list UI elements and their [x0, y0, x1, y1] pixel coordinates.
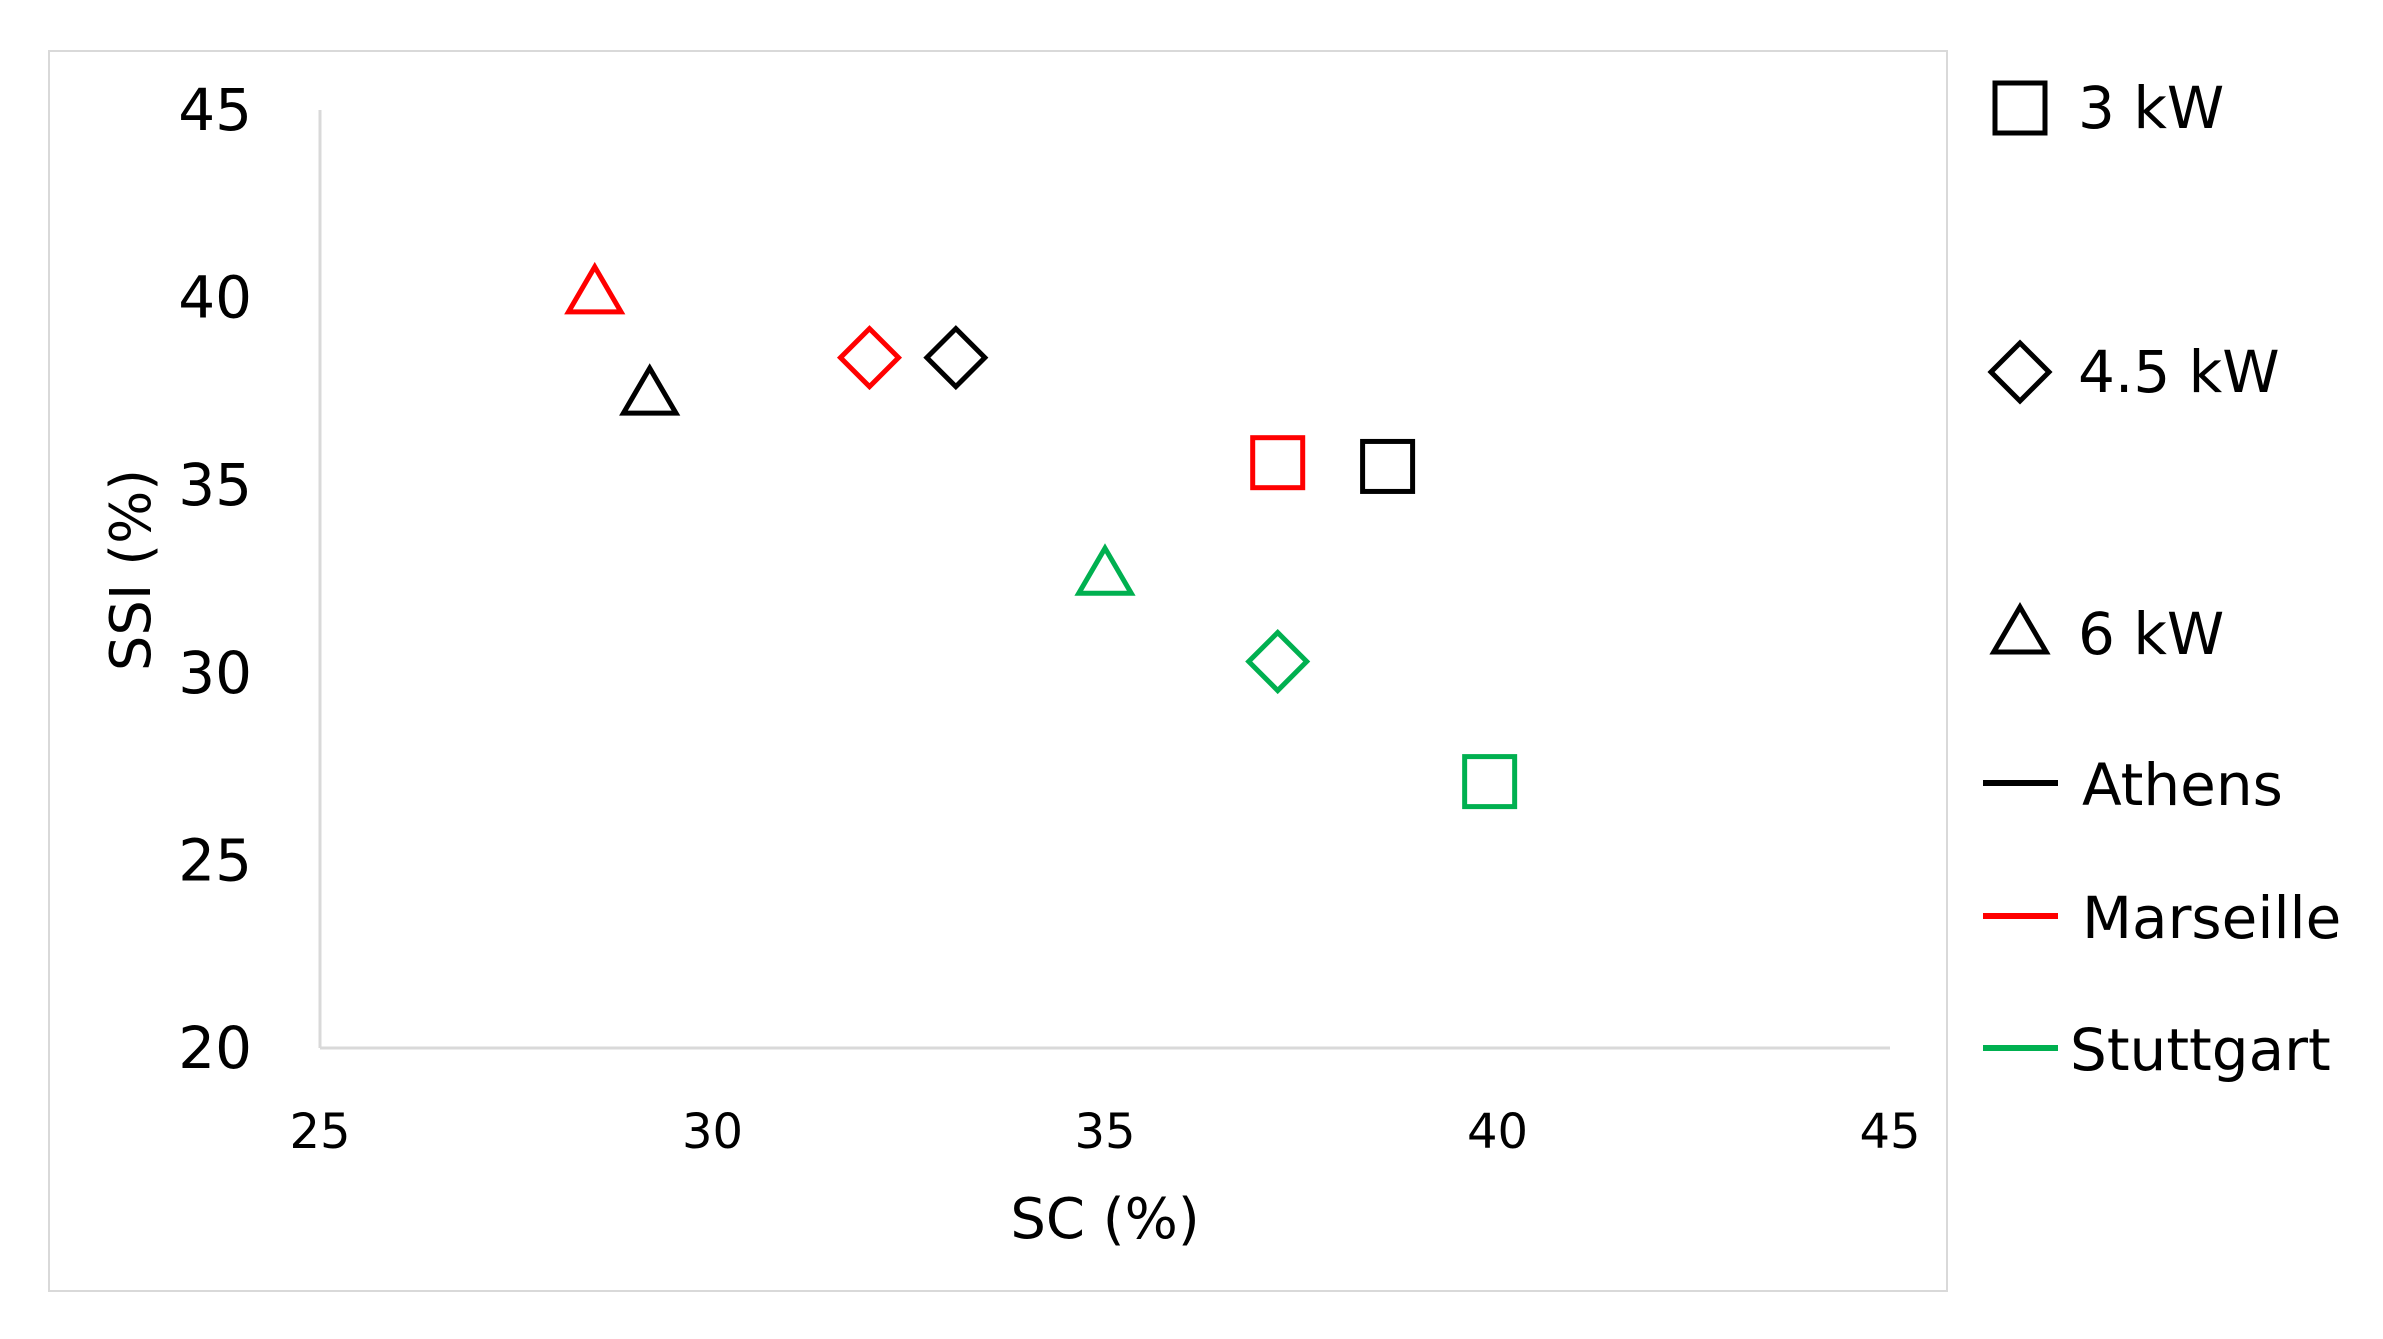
data-points [564, 261, 1518, 810]
point-triangle-marseille [564, 261, 626, 315]
legend-label: 4.5 kW [2078, 338, 2280, 406]
point-diamond-athens [923, 325, 989, 391]
chart-frame [48, 50, 1948, 1292]
legend-label: 6 kW [2078, 600, 2224, 668]
legend-marker-triangle [1989, 602, 2051, 655]
legend-label: Stuttgart [2070, 1016, 2331, 1084]
y-tick-label: 25 [178, 826, 252, 894]
point-diamond-marseille [836, 325, 903, 391]
x-tick-label: 25 [289, 1104, 350, 1160]
point-diamond-stuttgart [1245, 629, 1311, 695]
y-tick-label: 20 [178, 1014, 252, 1082]
y-tick-label: 40 [178, 264, 252, 332]
x-tick-label: 40 [1467, 1104, 1528, 1160]
x-axis-title: SC (%) [1010, 1187, 1199, 1252]
point-square-marseille [1250, 435, 1306, 491]
point-square-stuttgart [1462, 754, 1518, 810]
x-tick-label: 30 [682, 1104, 743, 1160]
y-tick-label: 45 [178, 76, 252, 144]
tick-labels: 25 30 35 40 45 20 25 30 35 40 45 [178, 76, 1920, 1160]
y-tick-label: 30 [178, 639, 252, 707]
point-triangle-athens [619, 363, 681, 416]
x-tick-label: 45 [1859, 1104, 1920, 1160]
y-axis-title: SSI (%) [99, 469, 164, 671]
axis-titles: SC (%) SSI (%) [99, 469, 1200, 1252]
legend-label: 3 kW [2078, 74, 2224, 142]
legend-marker-diamond [1987, 339, 2053, 405]
point-square-athens [1360, 438, 1416, 494]
legend: 3 kW 4.5 kW 6 kW Athens Marseille Stuttgart [1983, 74, 2341, 1084]
legend-label: Marseille [2082, 884, 2341, 952]
point-triangle-stuttgart [1074, 543, 1136, 596]
legend-label: Athens [2082, 751, 2283, 819]
y-tick-label: 35 [178, 451, 252, 519]
axes [318, 110, 1890, 1050]
x-tick-label: 35 [1074, 1104, 1135, 1160]
legend-marker-square [1992, 80, 2048, 136]
